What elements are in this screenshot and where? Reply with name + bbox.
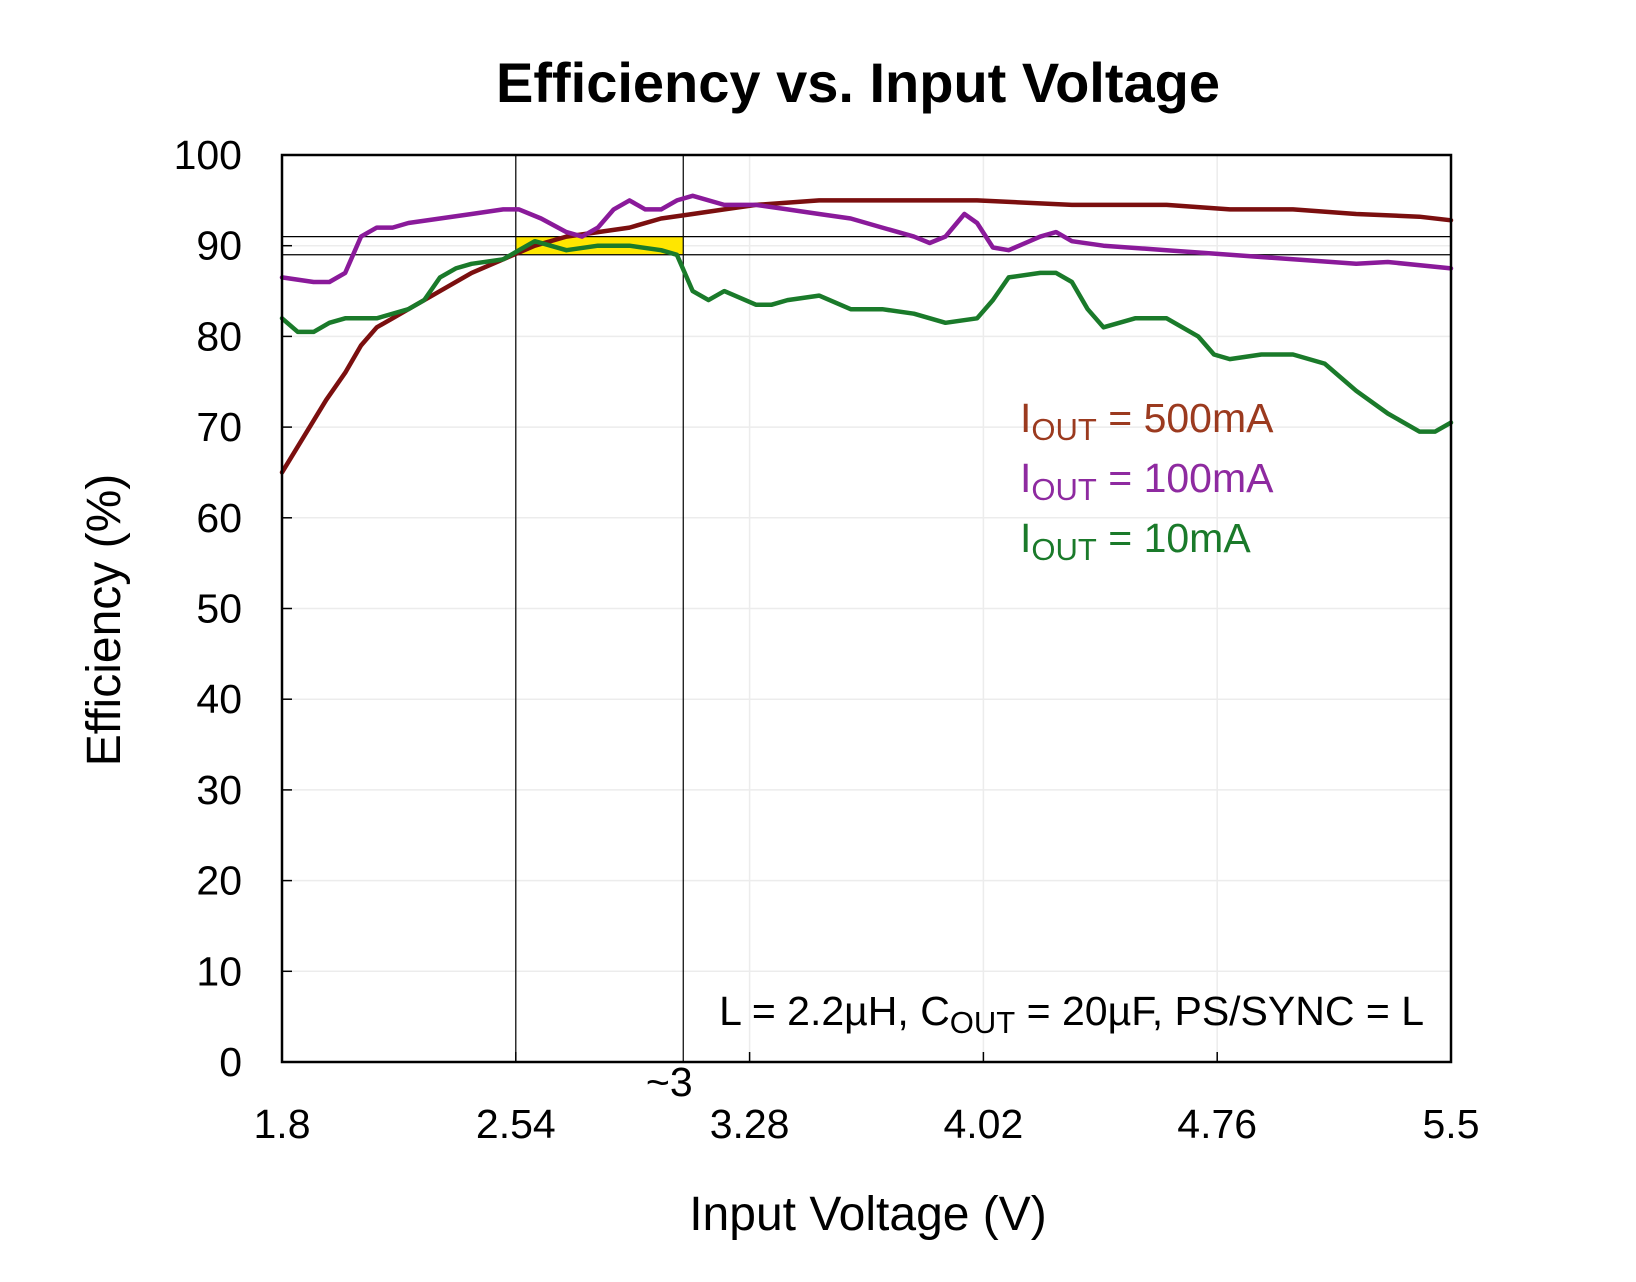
y-tick-label: 100: [174, 132, 242, 178]
chart-title: Efficiency vs. Input Voltage: [496, 51, 1220, 114]
legend-value: = 500mA: [1097, 395, 1274, 441]
series-line-0: [279, 198, 1454, 475]
x-tick-label: 5.5: [1423, 1101, 1480, 1147]
y-tick-label: 80: [196, 313, 242, 359]
y-tick-label: 0: [219, 1039, 242, 1085]
y-tick-label: 40: [196, 676, 242, 722]
legend-value: = 100mA: [1097, 455, 1274, 501]
y-tick-label: 30: [196, 767, 242, 813]
series-line-1: [279, 193, 1454, 285]
x-tick-label: 1.8: [254, 1101, 311, 1147]
legend-subscript: OUT: [1031, 412, 1097, 447]
legend-prefix: I: [1020, 455, 1031, 501]
x-tick-label: 4.02: [943, 1101, 1023, 1147]
x-axis-label: Input Voltage (V): [689, 1188, 1047, 1241]
x-tick-label: 3.28: [710, 1101, 790, 1147]
y-tick-label: 70: [196, 404, 242, 450]
legend-prefix: I: [1020, 395, 1031, 441]
series-line-2: [279, 238, 1454, 434]
x-tick-label-approx-3: ~3: [646, 1059, 693, 1105]
legend-subscript: OUT: [1031, 472, 1097, 507]
grid: [281, 154, 1452, 1063]
annotation-part-1: L = 2.2µH, C: [719, 988, 950, 1034]
legend-prefix: I: [1020, 515, 1031, 561]
legend-entry-0: IOUT = 500mA: [1020, 395, 1274, 447]
conditions-annotation: L = 2.2µH, COUT = 20µF, PS/SYNC = L: [719, 988, 1424, 1040]
y-tick-label: 50: [196, 586, 242, 632]
y-tick-label: 10: [196, 948, 242, 994]
annotation-part-2: = 20µF, PS/SYNC = L: [1015, 988, 1424, 1034]
legend-entry-2: IOUT = 10mA: [1020, 515, 1251, 567]
series-group: [279, 193, 1454, 475]
x-tick-label: 4.76: [1177, 1101, 1257, 1147]
legend-entry-1: IOUT = 100mA: [1020, 455, 1274, 507]
y-axis-label: Efficiency (%): [78, 474, 131, 767]
y-tick-label: 60: [196, 495, 242, 541]
y-tick-label: 90: [196, 223, 242, 269]
x-axis-ticks: 1.8 2.54 3.28 4.02 4.76 5.5: [254, 1052, 1480, 1147]
y-tick-label: 20: [196, 858, 242, 904]
y-axis-ticks: 0 10 20 30 40 50 60 70 80 90 100: [174, 132, 292, 1085]
legend-value: = 10mA: [1097, 515, 1251, 561]
legend-subscript: OUT: [1031, 532, 1097, 567]
x-tick-label: 2.54: [476, 1101, 556, 1147]
annotation-subscript: OUT: [950, 1005, 1016, 1040]
